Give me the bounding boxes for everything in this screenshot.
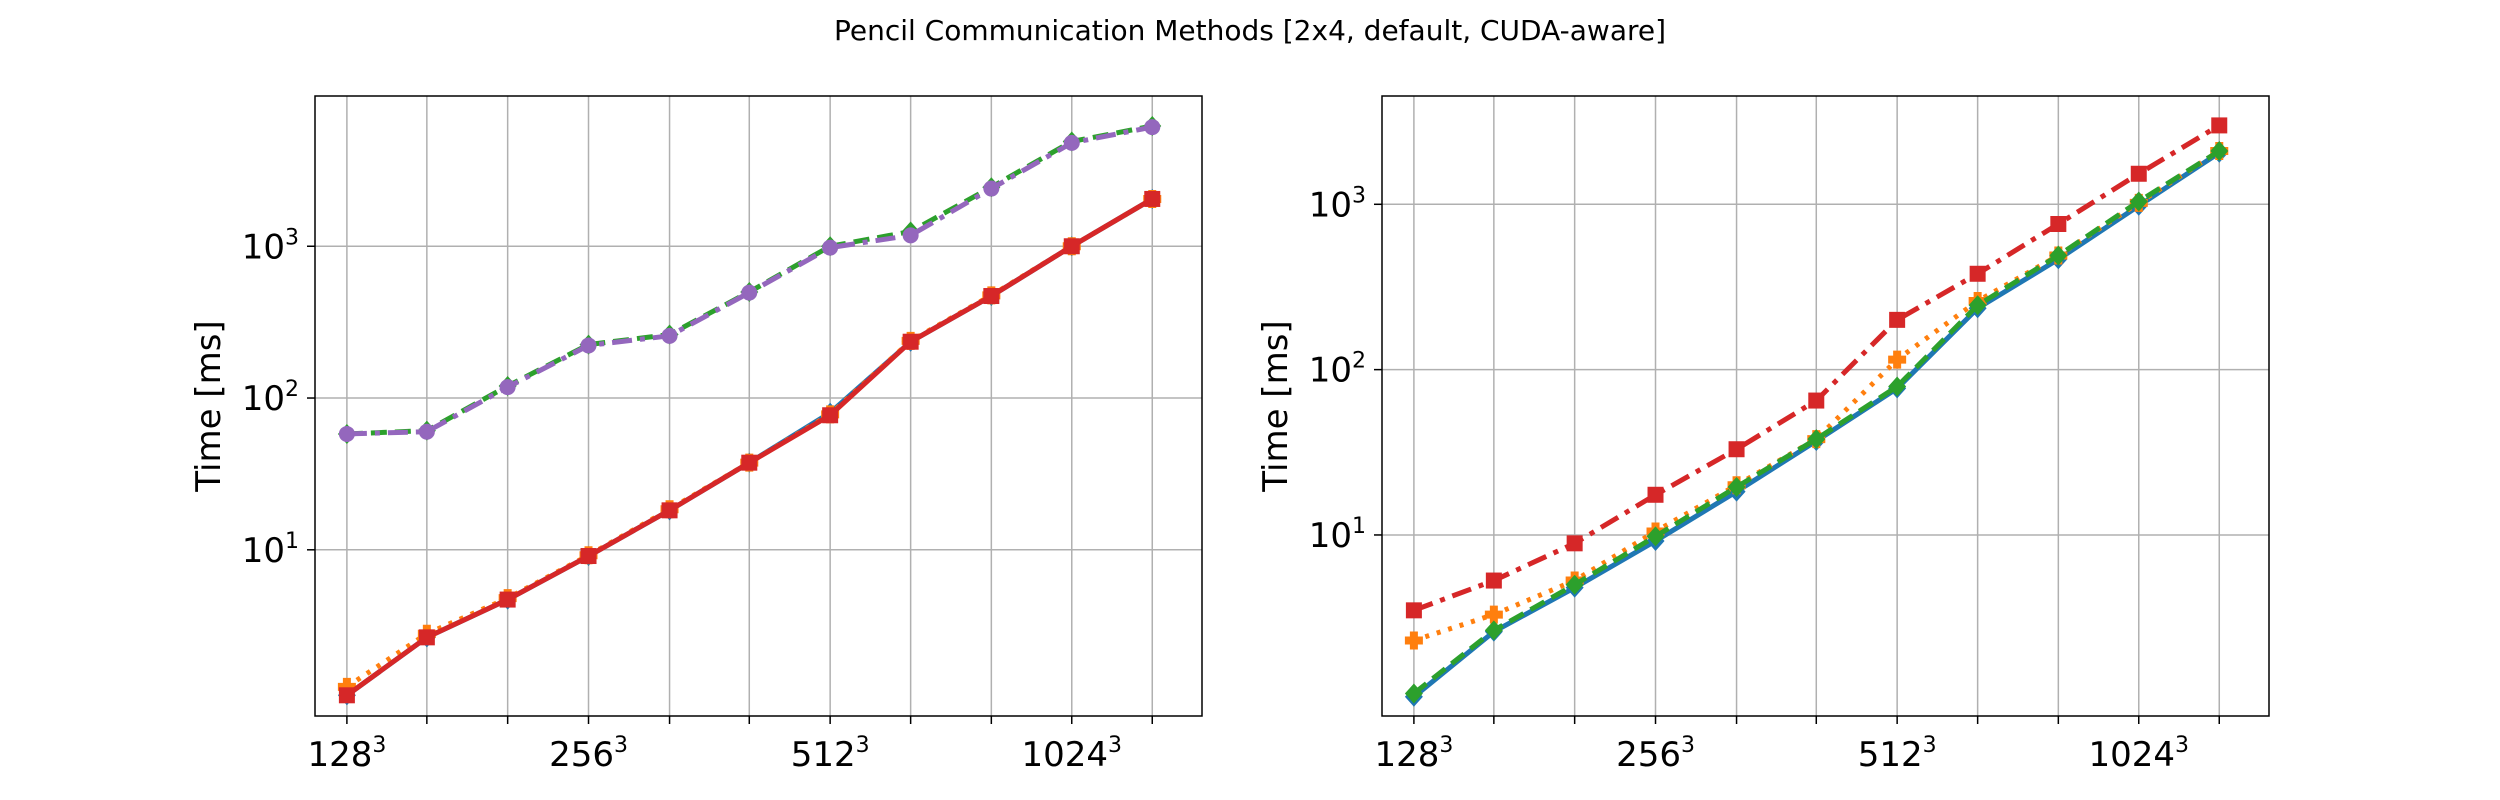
data-point bbox=[1404, 683, 1423, 704]
data-point bbox=[1808, 392, 1825, 409]
axes-frame bbox=[314, 95, 1203, 717]
y-axis-label: Time [ms] bbox=[189, 320, 229, 492]
data-point bbox=[2129, 191, 2148, 212]
data-point bbox=[1727, 477, 1746, 498]
data-point bbox=[1484, 605, 1503, 624]
x-tick-label: 2563 bbox=[1616, 733, 1695, 775]
data-point bbox=[983, 180, 1000, 197]
left-chart-panel: 101 102 103 1283 2563 5123 10243 Time [ms] bbox=[189, 95, 1203, 775]
data-point bbox=[1888, 376, 1907, 397]
data-point bbox=[1566, 535, 1583, 552]
data-point bbox=[1405, 602, 1422, 619]
data-point bbox=[1888, 350, 1907, 369]
data-point bbox=[1144, 190, 1161, 207]
x-tick-label: 10243 bbox=[1021, 733, 1122, 775]
y-axis-label: Time [ms] bbox=[1256, 320, 1296, 492]
x-tick-label: 2563 bbox=[549, 733, 628, 775]
data-point bbox=[661, 502, 678, 519]
data-point bbox=[822, 407, 839, 424]
y-tick-label: 102 bbox=[242, 377, 299, 419]
series-line bbox=[346, 124, 1153, 437]
data-point bbox=[2211, 117, 2228, 134]
figure-title: Pencil Communication Methods [2x4, defau… bbox=[834, 14, 1666, 47]
y-tick-label: 101 bbox=[242, 529, 299, 571]
data-point bbox=[2049, 245, 2068, 266]
data-point bbox=[1063, 134, 1080, 151]
x-tick-label: 10243 bbox=[2088, 733, 2189, 775]
data-point bbox=[2210, 141, 2229, 162]
data-point bbox=[338, 425, 355, 442]
data-point bbox=[1485, 572, 1502, 589]
series-4 bbox=[1405, 117, 2228, 619]
data-point bbox=[1968, 295, 1987, 316]
y-tick-label: 103 bbox=[242, 225, 299, 267]
right-chart-panel: 101 102 103 1283 2563 5123 10243 Time [ms] bbox=[1256, 95, 2270, 775]
data-point bbox=[741, 284, 758, 301]
data-point bbox=[1728, 441, 1745, 458]
y-tick-label: 101 bbox=[1309, 514, 1366, 556]
data-point bbox=[1063, 238, 1080, 255]
y-tick-label: 102 bbox=[1309, 349, 1366, 391]
data-point bbox=[1969, 265, 1986, 282]
data-point bbox=[741, 454, 758, 471]
data-point bbox=[337, 677, 356, 696]
data-point bbox=[1647, 486, 1664, 503]
data-point bbox=[1144, 119, 1161, 136]
data-point bbox=[902, 227, 919, 244]
data-point bbox=[1565, 574, 1584, 595]
data-point bbox=[338, 687, 355, 704]
axes-frame bbox=[1381, 95, 2270, 717]
data-point bbox=[418, 423, 435, 440]
data-point bbox=[983, 288, 1000, 305]
data-point bbox=[2050, 215, 2067, 232]
data-point bbox=[1484, 620, 1503, 641]
series-3 bbox=[1404, 141, 2229, 704]
x-tick-label: 5123 bbox=[1858, 733, 1937, 775]
y-tick-label: 103 bbox=[1309, 183, 1366, 225]
data-point bbox=[661, 327, 678, 344]
x-tick-label: 1283 bbox=[1374, 733, 1453, 775]
data-point bbox=[2130, 165, 2147, 182]
x-tick-label: 5123 bbox=[791, 733, 870, 775]
data-point bbox=[499, 591, 516, 608]
data-point bbox=[822, 239, 839, 256]
data-point bbox=[499, 379, 516, 396]
series-5 bbox=[338, 119, 1161, 442]
data-point bbox=[1404, 631, 1423, 650]
data-point bbox=[418, 629, 435, 646]
data-point bbox=[1889, 311, 1906, 328]
data-point bbox=[580, 337, 597, 354]
series-4 bbox=[338, 190, 1161, 704]
data-point bbox=[902, 333, 919, 350]
data-point bbox=[1807, 429, 1826, 450]
data-point bbox=[580, 548, 597, 565]
data-point bbox=[1646, 526, 1665, 547]
x-tick-label: 1283 bbox=[307, 733, 386, 775]
